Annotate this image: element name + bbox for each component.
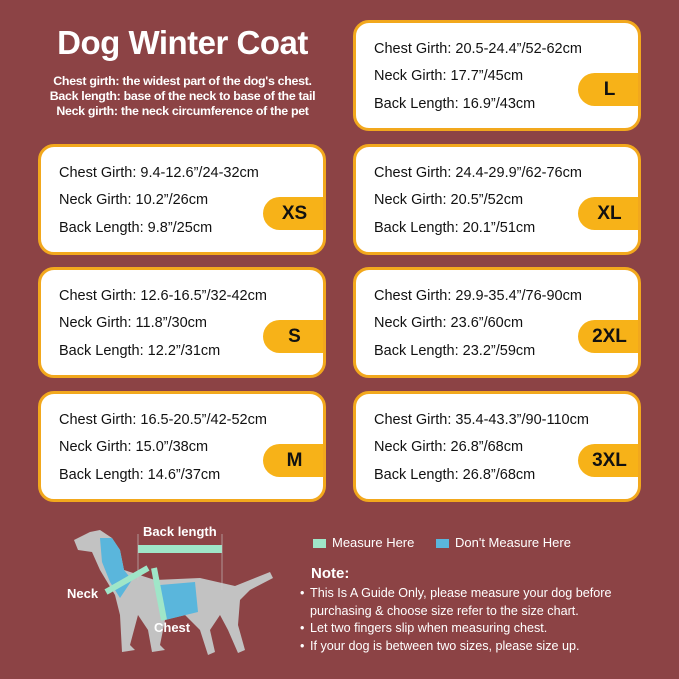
legend-dont-label: Don't Measure Here bbox=[455, 535, 571, 550]
chest-girth: Chest Girth: 35.4-43.3”/90-110cm bbox=[374, 412, 589, 428]
chest-girth: Chest Girth: 29.9-35.4”/76-90cm bbox=[374, 288, 582, 304]
back-length: Back Length: 16.9”/43cm bbox=[374, 96, 536, 112]
neck-girth: Neck Girth: 17.7”/45cm bbox=[374, 68, 524, 84]
note-item: If your dog is between two sizes, please… bbox=[300, 638, 660, 656]
back-length-label: Back length bbox=[143, 524, 217, 539]
chest-girth: Chest Girth: 24.4-29.9”/62-76cm bbox=[374, 165, 582, 181]
size-card-2xl: Chest Girth: 29.9-35.4”/76-90cm Neck Gir… bbox=[353, 267, 641, 378]
neck-label: Neck bbox=[67, 586, 99, 601]
size-card-s: Chest Girth: 12.6-16.5”/32-42cm Neck Gir… bbox=[38, 267, 326, 378]
back-length: Back Length: 23.2”/59cm bbox=[374, 343, 536, 359]
legend-dont-measure: Don't Measure Here bbox=[436, 535, 571, 550]
size-card-xl: Chest Girth: 24.4-29.9”/62-76cm Neck Gir… bbox=[353, 144, 641, 255]
chest-label: Chest bbox=[154, 620, 191, 635]
measurement-description: Chest girth: the widest part of the dog'… bbox=[30, 74, 335, 119]
chest-girth: Chest Girth: 12.6-16.5”/32-42cm bbox=[59, 288, 267, 304]
size-card-m: Chest Girth: 16.5-20.5”/42-52cm Neck Gir… bbox=[38, 391, 326, 502]
chest-girth: Chest Girth: 20.5-24.4”/52-62cm bbox=[374, 41, 582, 57]
dont-measure-swatch-icon bbox=[436, 539, 449, 549]
back-length: Back Length: 12.2”/31cm bbox=[59, 343, 221, 359]
measure-swatch-icon bbox=[313, 539, 326, 549]
chest-area bbox=[160, 582, 198, 620]
neck-girth: Neck Girth: 11.8”/30cm bbox=[59, 315, 208, 331]
size-badge: XL bbox=[578, 197, 638, 230]
neck-girth: Neck Girth: 10.2”/26cm bbox=[59, 192, 209, 208]
chest-ruler bbox=[151, 567, 167, 621]
neck-girth: Neck Girth: 26.8”/68cm bbox=[374, 439, 524, 455]
note-heading: Note: bbox=[311, 565, 350, 582]
note-list: This Is A Guide Only, please measure you… bbox=[300, 585, 660, 655]
size-badge: XS bbox=[263, 197, 323, 230]
size-badge: L bbox=[578, 73, 638, 106]
size-card-3xl: Chest Girth: 35.4-43.3”/90-110cm Neck Gi… bbox=[353, 391, 641, 502]
note-item: This Is A Guide Only, please measure you… bbox=[300, 585, 660, 620]
legend-measure: Measure Here bbox=[313, 535, 414, 550]
neck-girth: Neck Girth: 15.0”/38cm bbox=[59, 439, 209, 455]
note-item: Let two fingers slip when measuring ches… bbox=[300, 620, 660, 638]
back-length: Back Length: 9.8”/25cm bbox=[59, 220, 213, 236]
size-badge: 2XL bbox=[578, 320, 638, 353]
dog-diagram bbox=[74, 530, 273, 655]
back-length: Back Length: 14.6”/37cm bbox=[59, 467, 221, 483]
desc-back: Back length: base of the neck to base of… bbox=[49, 89, 316, 103]
neck-girth: Neck Girth: 23.6”/60cm bbox=[374, 315, 524, 331]
neck-ruler bbox=[104, 565, 150, 595]
chest-girth: Chest Girth: 9.4-12.6”/24-32cm bbox=[59, 165, 259, 181]
back-length: Back Length: 20.1”/51cm bbox=[374, 220, 536, 236]
size-card-xs: Chest Girth: 9.4-12.6”/24-32cm Neck Girt… bbox=[38, 144, 326, 255]
neck-girth: Neck Girth: 20.5”/52cm bbox=[374, 192, 524, 208]
size-badge: S bbox=[263, 320, 323, 353]
desc-chest: Chest girth: the widest part of the dog'… bbox=[53, 74, 312, 88]
chest-girth: Chest Girth: 16.5-20.5”/42-52cm bbox=[59, 412, 267, 428]
size-badge: M bbox=[263, 444, 323, 477]
legend-measure-label: Measure Here bbox=[332, 535, 415, 550]
size-card-l: Chest Girth: 20.5-24.4”/52-62cm Neck Gir… bbox=[353, 20, 641, 131]
back-ruler bbox=[138, 545, 222, 553]
size-badge: 3XL bbox=[578, 444, 638, 477]
back-length: Back Length: 26.8”/68cm bbox=[374, 467, 536, 483]
page-title: Dog Winter Coat bbox=[57, 24, 308, 61]
desc-neck: Neck girth: the neck circumference of th… bbox=[56, 104, 309, 118]
